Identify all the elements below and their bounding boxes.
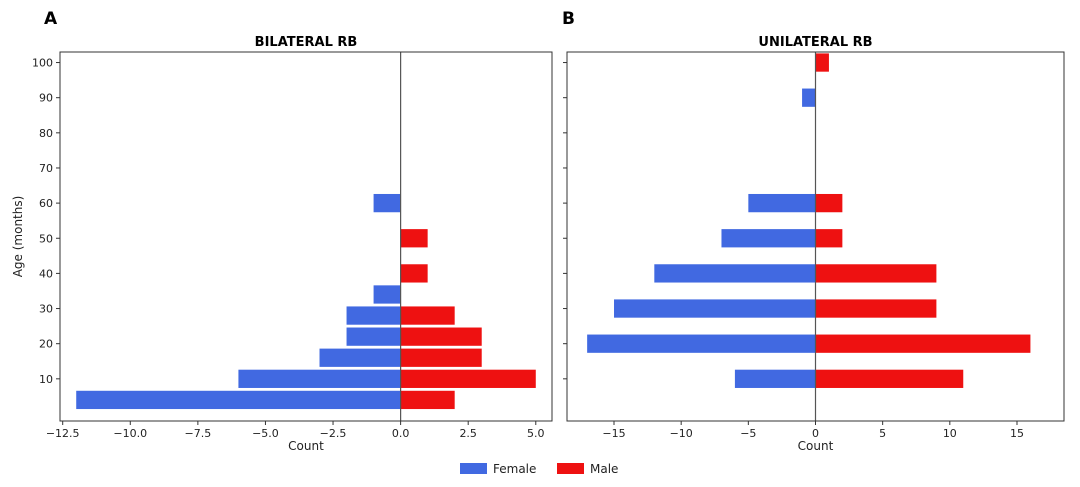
- legend-label-female: Female: [493, 462, 536, 476]
- x-tick-label: −7.5: [185, 427, 212, 440]
- x-tick-label: −12.5: [46, 427, 80, 440]
- male-bar: [815, 193, 843, 213]
- female-bar: [319, 348, 401, 367]
- female-bar: [238, 369, 401, 388]
- female-bar: [587, 334, 816, 353]
- x-tick-label: −15: [602, 427, 625, 440]
- y-tick-label: 50: [39, 232, 53, 245]
- x-tick-label: −2.5: [320, 427, 347, 440]
- female-bar: [346, 306, 401, 325]
- y-tick-label: 30: [39, 303, 53, 316]
- plot-frame: [59, 51, 553, 422]
- chart-panel-b: B UNILATERAL RB −15 −10 −5 0 5 10 15 Count: [562, 9, 1065, 453]
- female-bar: [346, 327, 401, 346]
- legend-swatch-female: [460, 463, 487, 474]
- chart-panel-a: A BILATERAL RB 10 20 30 40 50 60 70 80 90 100 −12.5 −…: [11, 9, 553, 453]
- female-bar: [614, 299, 816, 318]
- male-bar: [400, 348, 482, 367]
- panel-label: B: [562, 9, 575, 29]
- y-axis-label: Age (months): [11, 196, 25, 278]
- female-bar: [748, 193, 816, 213]
- y-tick-label: 20: [39, 338, 53, 351]
- y-tick-label: 90: [39, 92, 53, 105]
- x-tick-label: −5: [740, 427, 756, 440]
- male-bar: [400, 369, 536, 388]
- x-tick-label: 10: [943, 427, 957, 440]
- female-bar: [76, 390, 401, 410]
- legend-label-male: Male: [590, 462, 618, 476]
- female-bar: [734, 369, 816, 388]
- x-tick-label: 5: [879, 427, 886, 440]
- chart-title: BILATERAL RB: [255, 35, 358, 50]
- female-bar: [654, 264, 816, 283]
- y-tick-label: 10: [39, 373, 53, 386]
- legend: Female Male: [460, 462, 618, 476]
- chart-title: UNILATERAL RB: [758, 35, 872, 50]
- x-axis-label: Count: [288, 439, 324, 453]
- male-bar: [815, 299, 937, 318]
- legend-swatch-male: [557, 463, 584, 474]
- x-tick-label: 0.0: [392, 427, 410, 440]
- y-tick-label: 40: [39, 267, 53, 280]
- x-axis-label: Count: [798, 439, 834, 453]
- x-tick-label: 15: [1010, 427, 1024, 440]
- male-bar: [400, 264, 428, 283]
- male-bar: [815, 229, 843, 248]
- y-tick-label: 80: [39, 127, 53, 140]
- y-tick-label: 70: [39, 162, 53, 175]
- panel-label: A: [44, 9, 58, 29]
- y-tick-label: 100: [32, 57, 53, 70]
- male-bar: [400, 229, 428, 248]
- x-tick-label: 2.5: [459, 427, 477, 440]
- x-tick-label: 0: [812, 427, 819, 440]
- female-bar: [721, 229, 816, 248]
- x-tick-label: 5.0: [527, 427, 545, 440]
- female-bar: [802, 88, 816, 107]
- y-tick-label: 60: [39, 197, 53, 210]
- male-bar: [815, 369, 964, 388]
- female-bar: [373, 193, 401, 213]
- male-bar: [815, 334, 1031, 353]
- male-bar: [400, 306, 455, 325]
- x-tick-label: −10: [670, 427, 693, 440]
- male-bar: [400, 327, 482, 346]
- x-tick-label: −5.0: [252, 427, 279, 440]
- male-bar: [815, 53, 829, 72]
- x-tick-label: −10.0: [113, 427, 147, 440]
- female-bar: [373, 285, 401, 304]
- male-bar: [815, 264, 937, 283]
- male-bar: [400, 390, 455, 410]
